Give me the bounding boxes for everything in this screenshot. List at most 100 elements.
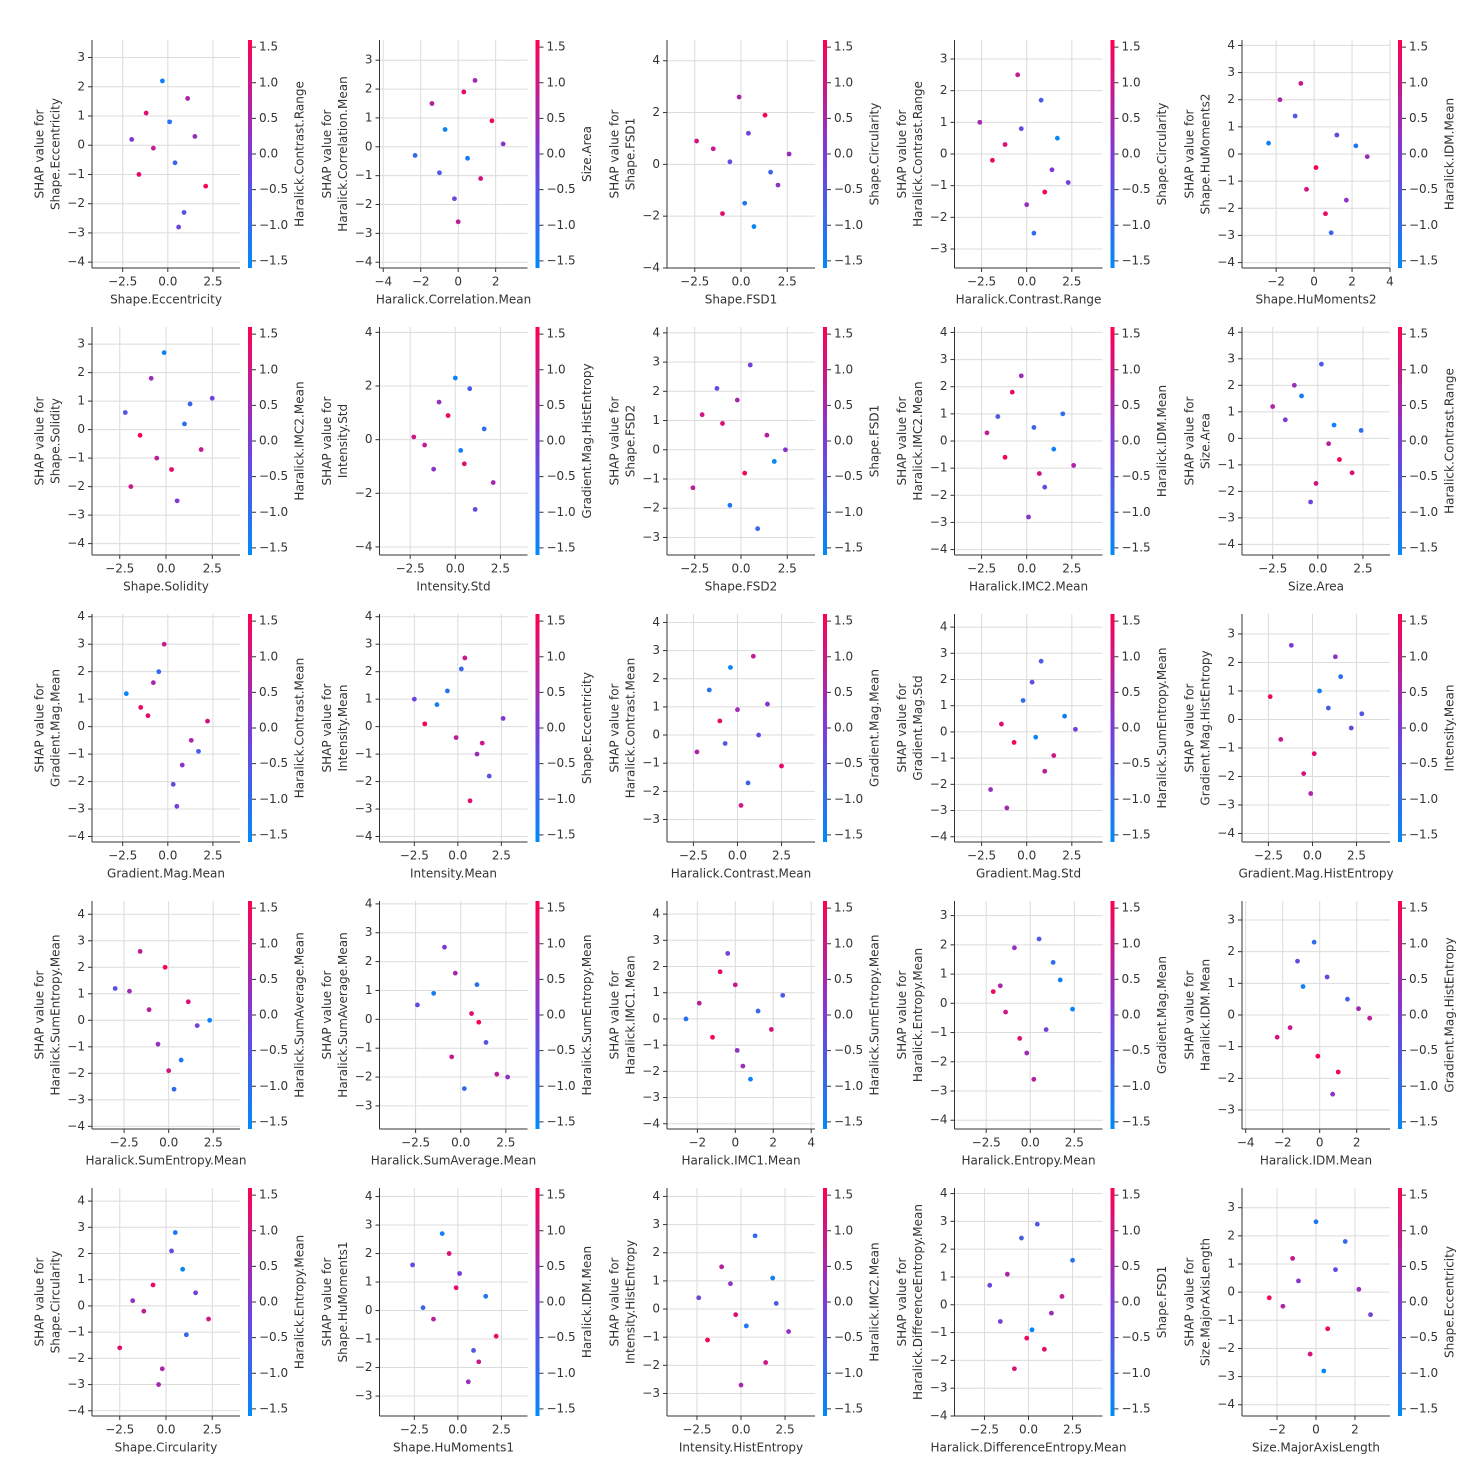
- colorbar: [1398, 40, 1402, 268]
- colorbar-tick-label: −0.5: [259, 1043, 288, 1057]
- point: [1335, 1069, 1341, 1075]
- point: [1024, 1335, 1030, 1341]
- point: [1065, 180, 1071, 185]
- y-tick-label: 3: [365, 637, 373, 651]
- y-tick-label: −3: [1217, 797, 1235, 811]
- y-tick-label: 0: [77, 422, 85, 436]
- y-tick-label: −4: [67, 1119, 85, 1133]
- point: [738, 1382, 744, 1388]
- point: [1282, 417, 1288, 423]
- point: [472, 78, 478, 83]
- subplot: −2.5 0.0 2.5 −3 −2 −1 0 1 2 3 Haralick.Contrast.Ra…: [895, 40, 1169, 307]
- point: [150, 1282, 156, 1288]
- colorbar-tick-label: −0.5: [834, 1330, 863, 1344]
- y-tick-label: 4: [365, 325, 373, 339]
- x-axis-label: Shape.HuMoments1: [393, 1441, 514, 1455]
- point: [1291, 382, 1297, 388]
- point: [117, 1345, 123, 1351]
- colorbar-tick-label: 0.5: [547, 111, 566, 125]
- point: [478, 176, 484, 181]
- colorbar: [1398, 1188, 1402, 1416]
- colorbar: [1110, 40, 1115, 268]
- x-tick-label: −2.5: [105, 1423, 134, 1437]
- colorbar-tick-label: 1.0: [259, 362, 278, 376]
- colorbar-tick-label: −0.5: [259, 756, 288, 770]
- x-axis-label: Shape.FSD2: [705, 580, 778, 594]
- point: [1009, 389, 1015, 395]
- point: [705, 1337, 710, 1343]
- colorbar: [823, 901, 827, 1129]
- point: [696, 1295, 702, 1301]
- y-tick-label: 3: [652, 1217, 660, 1231]
- colorbar-tick-label: −1.0: [1122, 1079, 1151, 1093]
- colorbar-tick-label: 1.5: [1122, 40, 1141, 54]
- y-tick-label: −1: [642, 756, 660, 770]
- point: [150, 145, 156, 151]
- colorbar-tick-label: 0.5: [1122, 398, 1141, 412]
- x-tick-label: −2.5: [967, 849, 996, 863]
- y-tick-label: −2: [355, 197, 373, 211]
- colorbar-tick-label: 1.0: [1409, 75, 1428, 89]
- y-tick-label: −1: [355, 1332, 373, 1346]
- x-tick-label: 2.5: [1065, 1136, 1084, 1150]
- point: [137, 432, 143, 438]
- point: [1031, 425, 1037, 430]
- x-tick-label: −2: [1274, 1136, 1292, 1150]
- y-tick-label: 1: [1227, 976, 1235, 990]
- point: [1317, 688, 1322, 694]
- point: [1012, 1366, 1017, 1372]
- point: [203, 183, 209, 189]
- y-axis-label: Shape.HuMoments2: [1199, 94, 1213, 215]
- y-tick-label: −1: [642, 1038, 660, 1052]
- colorbar-tick-label: 0.0: [834, 721, 853, 735]
- point: [690, 485, 696, 491]
- y-tick-label: 4: [77, 609, 85, 623]
- point: [156, 1382, 162, 1387]
- y-axis-label: Haralick.Entropy.Mean: [911, 948, 925, 1082]
- subplot: −2.5 0.0 2.5−4−3−2−10123Shape.SoliditySHAP…: [33, 327, 307, 594]
- y-tick-label: −2: [642, 1064, 660, 1078]
- y-tick-label: 0: [365, 1303, 373, 1317]
- x-axis-label: Haralick.IDM.Mean: [1260, 1154, 1372, 1168]
- y-axis-label: SHAP value for: [33, 1257, 47, 1346]
- y-tick-label: 4: [1227, 38, 1235, 52]
- colorbar-tick-label: 1.5: [1409, 327, 1428, 341]
- x-tick-label: 0.0: [159, 1136, 178, 1150]
- y-axis-label: SHAP value for: [33, 683, 47, 772]
- point: [977, 119, 983, 125]
- colorbar-tick-label: −0.5: [834, 469, 863, 483]
- point: [1270, 404, 1276, 409]
- y-tick-label: −4: [67, 1403, 85, 1417]
- colorbar-tick-label: −0.5: [1122, 756, 1151, 770]
- point: [1330, 1091, 1336, 1097]
- point: [748, 1076, 753, 1082]
- subplot: −2.5 0.0 2.5−3−2−101234Shape.HuMoments1SHA…: [320, 1188, 594, 1455]
- colorbar-tick-label: −1.5: [1409, 253, 1438, 267]
- y-axis-label: SHAP value for: [33, 970, 47, 1059]
- point: [1295, 958, 1300, 964]
- point: [1033, 734, 1039, 740]
- point: [192, 134, 198, 139]
- y-tick-label: −1: [930, 1025, 948, 1039]
- y-tick-label: 1: [1227, 119, 1235, 133]
- x-axis-label: Intensity.HistEntropy: [679, 1441, 803, 1455]
- y-tick-label: −3: [930, 1084, 948, 1098]
- point: [990, 157, 995, 163]
- point: [755, 526, 761, 532]
- colorbar-tick-label: −0.5: [547, 1330, 576, 1344]
- x-tick-label: −2.5: [972, 1136, 1001, 1150]
- colorbar: [535, 901, 540, 1129]
- colorbar-tick-label: 0.5: [259, 1259, 278, 1273]
- colorbar-tick-label: 1.0: [1122, 75, 1141, 89]
- y-tick-label: 0: [940, 1297, 948, 1311]
- colorbar-tick-label: 0.0: [1409, 1295, 1428, 1309]
- colorbar-tick-label: 1.5: [259, 1188, 278, 1202]
- colorbar-tick-label: −0.5: [1122, 1330, 1151, 1344]
- y-tick-label: 0: [365, 432, 373, 446]
- colorbar-tick-label: 0.5: [1122, 685, 1141, 699]
- y-tick-label: −4: [67, 829, 85, 843]
- y-tick-label: −4: [355, 255, 373, 269]
- y-tick-label: −2: [355, 1360, 373, 1374]
- x-tick-label: −4: [374, 275, 392, 289]
- point: [176, 224, 182, 230]
